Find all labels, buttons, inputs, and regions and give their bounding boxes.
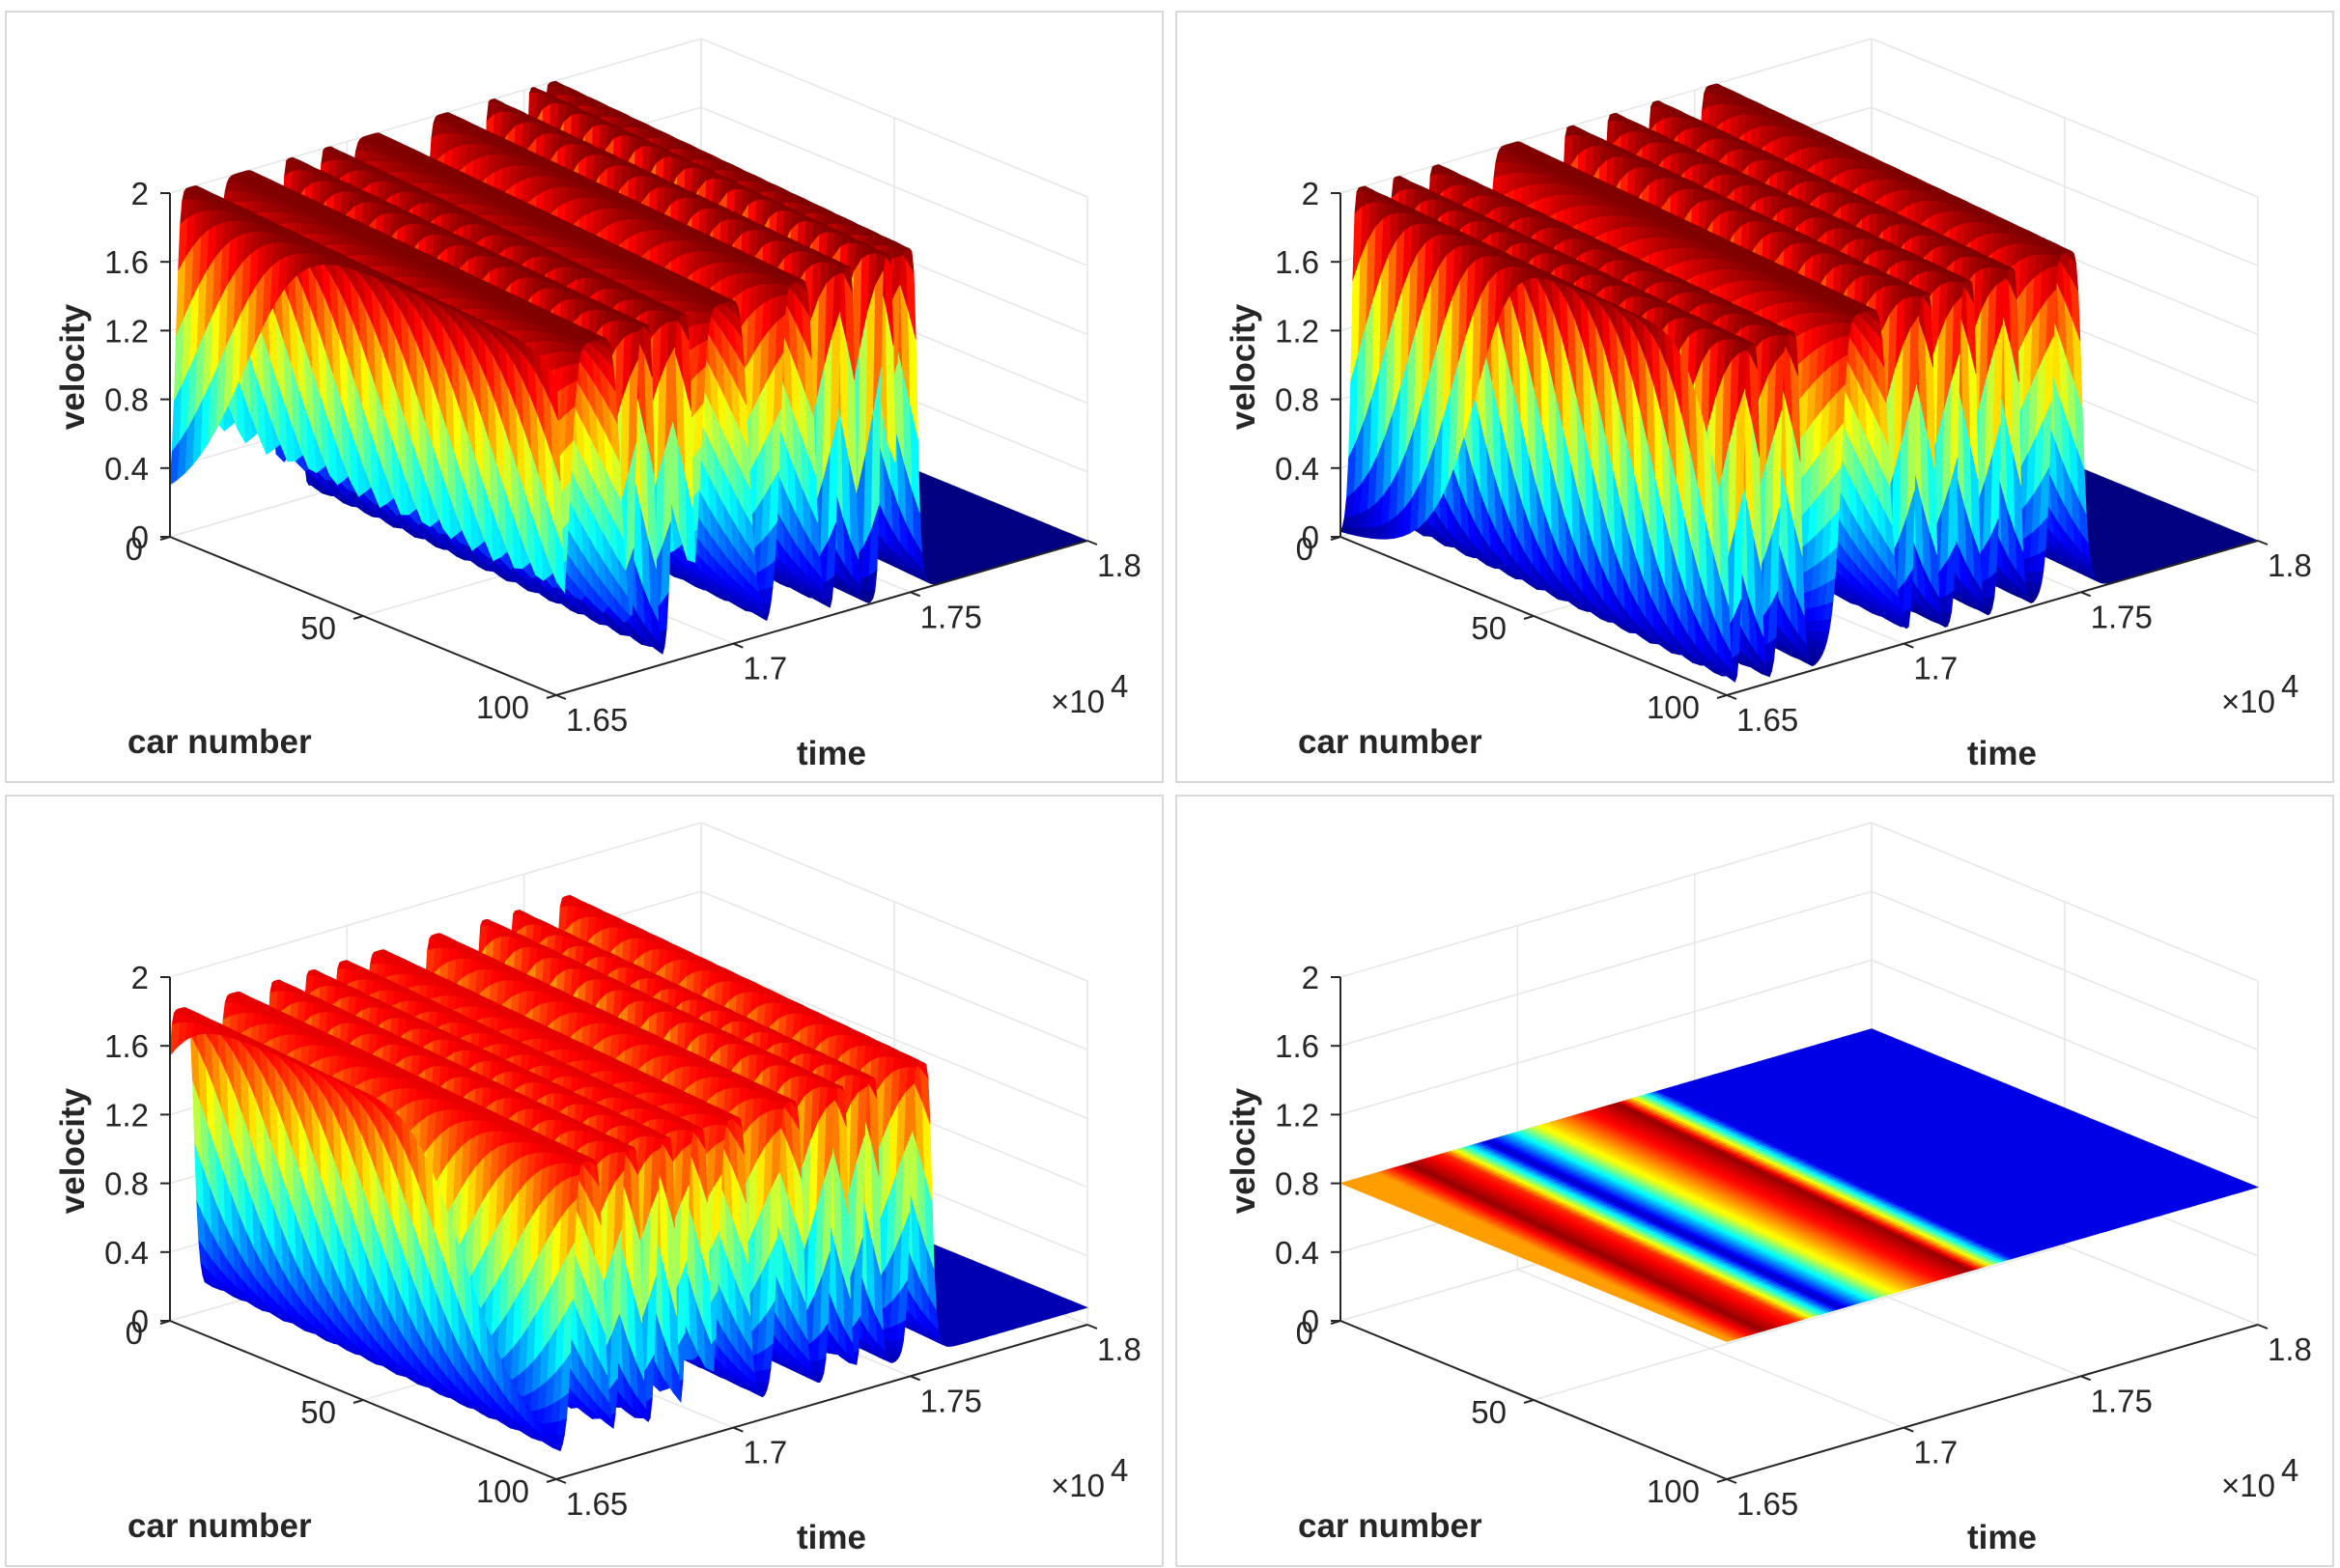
panel-top-left: 050100 1.651.71.751.800.40.81.21.62car nu… [6, 12, 1163, 782]
